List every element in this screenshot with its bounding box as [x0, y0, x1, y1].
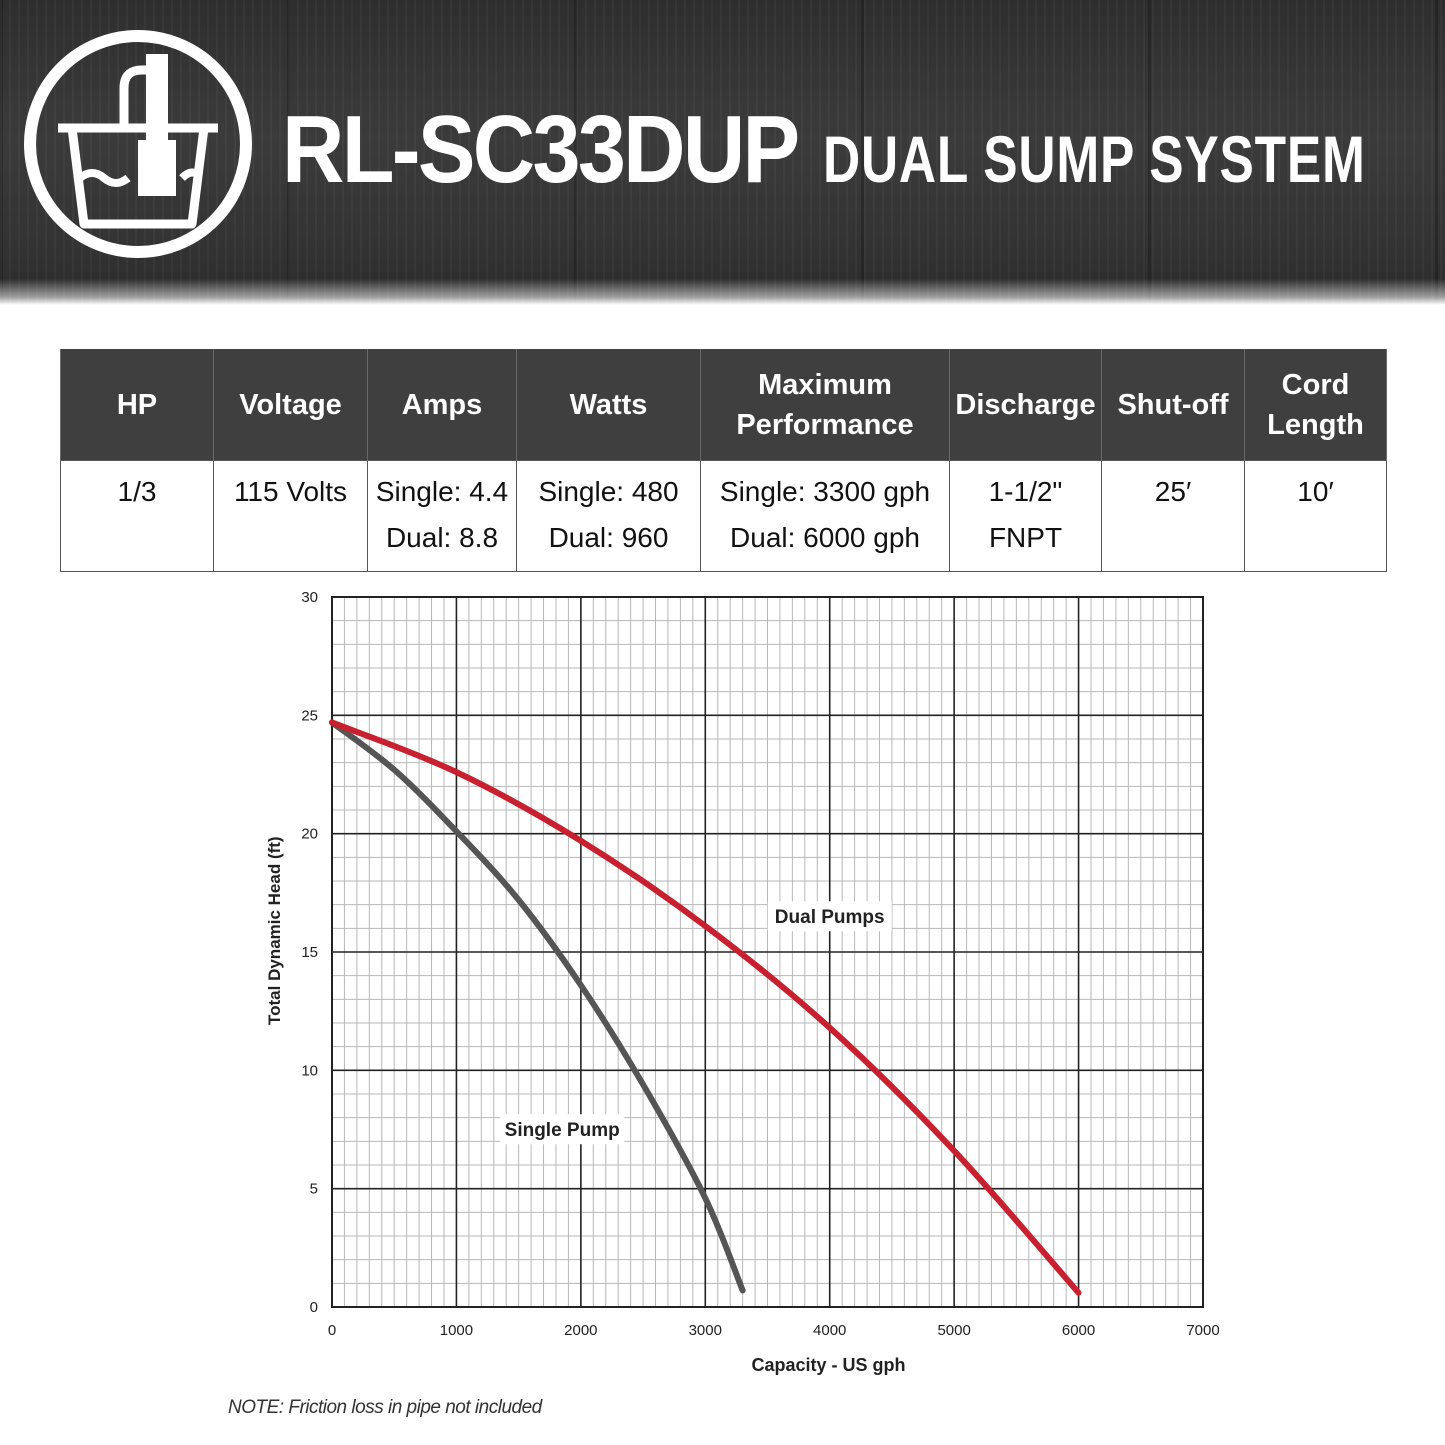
- x-tick-label: 2000: [564, 1322, 597, 1339]
- spec-table: HP Voltage Amps Watts Maximum Performanc…: [60, 349, 1387, 572]
- spec-header-voltage: Voltage: [213, 349, 368, 461]
- y-tick-label: 20: [301, 826, 318, 843]
- x-tick-label: 0: [328, 1322, 336, 1339]
- y-tick-label: 15: [301, 944, 318, 961]
- model-number: RL-SC33DUP: [282, 96, 800, 203]
- x-tick-label: 6000: [1062, 1322, 1095, 1339]
- x-tick-label: 5000: [937, 1322, 970, 1339]
- y-tick-label: 10: [301, 1062, 318, 1079]
- series-line-dual-pumps: [329, 719, 1082, 1296]
- spec-value-amps: Single: 4.4 Dual: 8.8: [367, 460, 517, 572]
- spec-header-hp: HP: [60, 349, 214, 461]
- pump-performance-chart: 0 1000 2000 3000 4000 5000 6000 7000 0 5 10 15 20 25 3…: [265, 589, 1220, 1375]
- annotation-background: [767, 901, 892, 932]
- x-tick-label: 3000: [689, 1322, 722, 1339]
- spec-header-cord-length: Cord Length: [1244, 349, 1387, 461]
- y-tick-label: 0: [310, 1299, 318, 1316]
- spec-value-voltage: 115 Volts: [213, 460, 368, 572]
- y-tick-label: 25: [301, 707, 318, 724]
- y-tick-label: 30: [301, 589, 318, 606]
- spec-header-shutoff: Shut-off: [1101, 349, 1245, 461]
- y-tick-label: 5: [310, 1181, 318, 1198]
- series-line-single-pump: [329, 719, 746, 1294]
- sump-pump-icon: [24, 30, 252, 258]
- friction-note: NOTE: Friction loss in pipe not included: [228, 1397, 542, 1418]
- spec-value-cord-length: 10′: [1244, 460, 1387, 572]
- spec-value-max-performance: Single: 3300 gph Dual: 6000 gph: [700, 460, 950, 572]
- spec-header-row: HP Voltage Amps Watts Maximum Performanc…: [60, 349, 1387, 461]
- spec-value-hp: 1/3: [60, 460, 214, 572]
- spec-header-max-performance: Maximum Performance: [700, 349, 950, 461]
- x-tick-label: 1000: [440, 1322, 473, 1339]
- product-subtitle: DUAL SUMP SYSTEM: [823, 122, 1366, 196]
- annotation-background: [500, 1114, 625, 1145]
- spec-value-shutoff: 25′: [1101, 460, 1245, 572]
- spec-header-discharge: Discharge: [949, 349, 1102, 461]
- x-tick-label: 7000: [1186, 1322, 1219, 1339]
- y-axis-label: Total Dynamic Head (ft): [265, 836, 284, 1025]
- spec-header-watts: Watts: [516, 349, 701, 461]
- spec-value-watts: Single: 480 Dual: 960: [516, 460, 701, 572]
- page-title: RL-SC33DUP DUAL SUMP SYSTEM: [282, 95, 1445, 215]
- plot-border: [331, 596, 1204, 1308]
- spec-header-amps: Amps: [367, 349, 517, 461]
- header-banner: RL-SC33DUP DUAL SUMP SYSTEM: [0, 0, 1445, 305]
- spec-value-row: 1/3 115 Volts Single: 4.4 Dual: 8.8 Sing…: [60, 460, 1387, 572]
- x-tick-label: 4000: [813, 1322, 846, 1339]
- series-label: Dual Pumps: [775, 907, 885, 928]
- spec-value-discharge: 1-1/2" FNPT: [949, 460, 1102, 572]
- x-axis-label: Capacity - US gph: [751, 1355, 905, 1375]
- series-label: Single Pump: [505, 1120, 620, 1141]
